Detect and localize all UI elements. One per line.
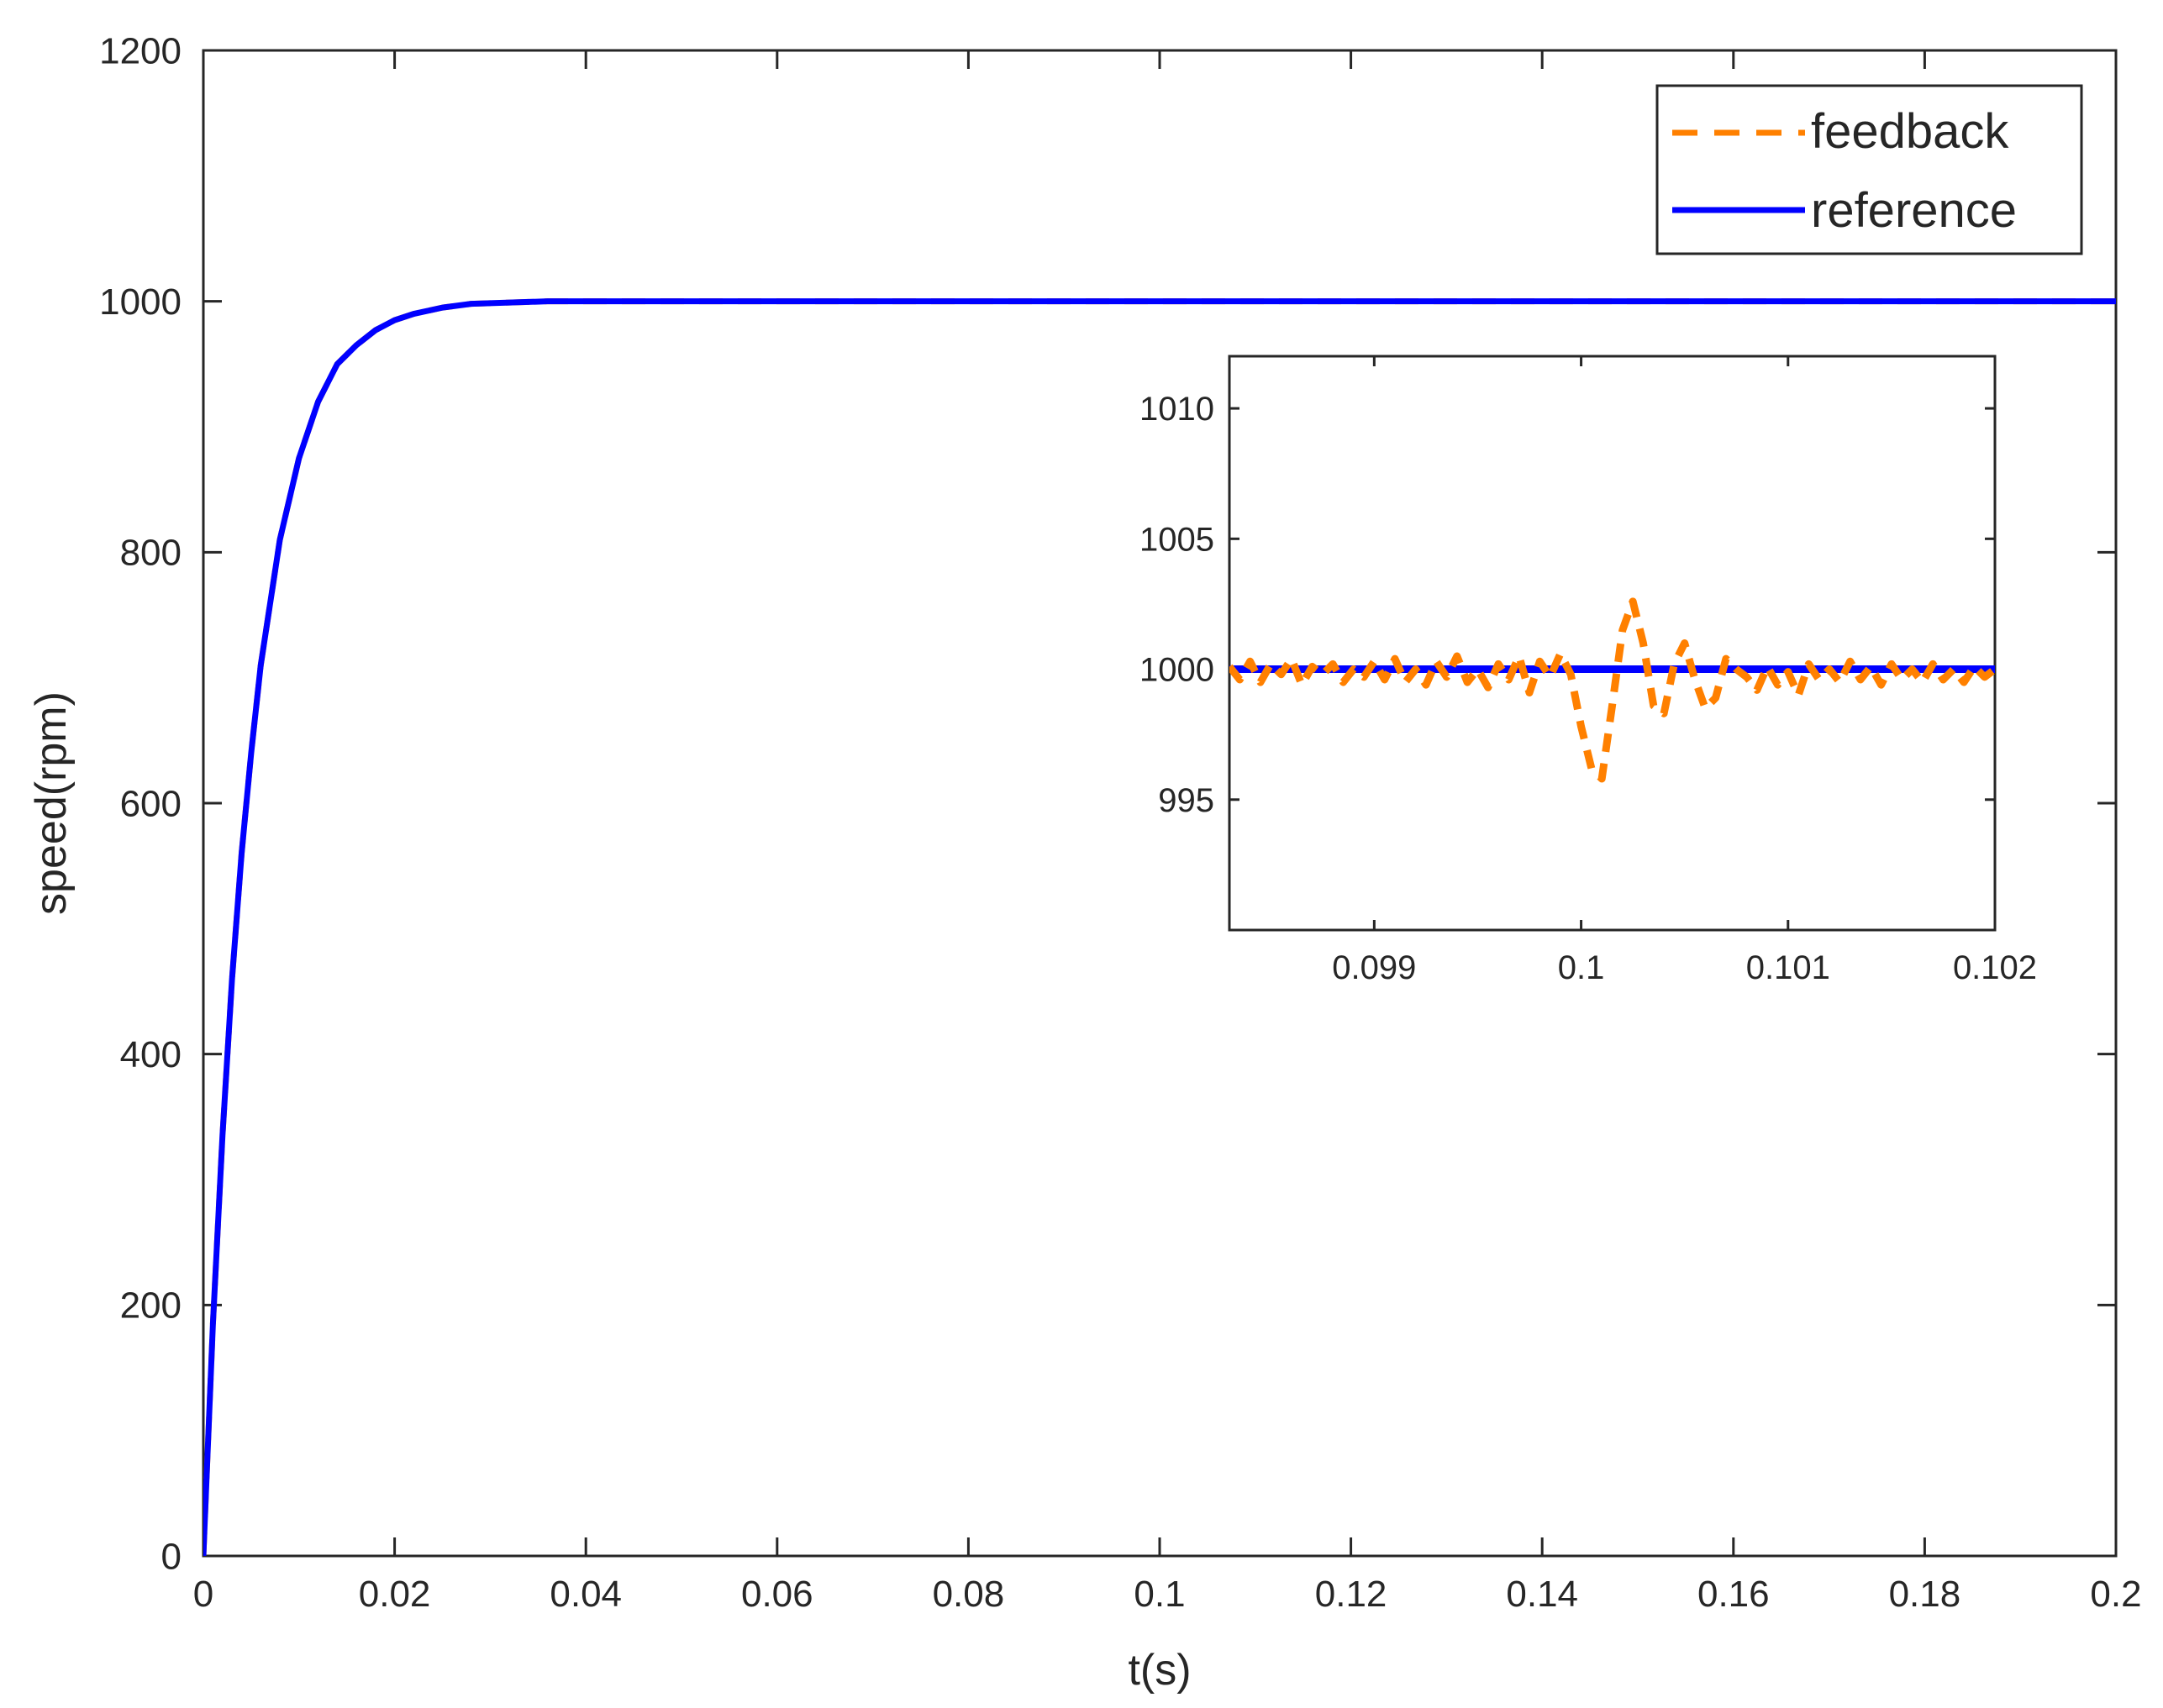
main-y-tick-label: 1200	[99, 30, 182, 71]
legend: feedback reference	[1655, 84, 2083, 255]
main-x-tick-label: 0.18	[1889, 1574, 1961, 1615]
inset-x-tick-label: 0.102	[1953, 949, 2037, 986]
inset-y-tick-label: 1010	[1139, 391, 1214, 428]
main-x-tick-label: 0.04	[550, 1574, 622, 1615]
inset-y-tick-label: 995	[1158, 782, 1214, 819]
inset-x-tick-label: 0.1	[1558, 949, 1605, 986]
inset-x-tick-label: 0.101	[1746, 949, 1830, 986]
inset-x-tick-label: 0.099	[1332, 949, 1416, 986]
main-y-tick-label: 0	[161, 1536, 182, 1577]
inset-y-tick-label: 1000	[1139, 652, 1214, 689]
main-y-tick-label: 800	[120, 533, 182, 574]
main-x-tick-label: 0.08	[933, 1574, 1005, 1615]
inset-y-tick-label: 1005	[1139, 521, 1214, 558]
main-x-tick-label: 0.14	[1506, 1574, 1578, 1615]
main-x-tick-label: 0.02	[359, 1574, 431, 1615]
main-y-tick-label: 1000	[99, 281, 182, 323]
legend-label-feedback: feedback	[1811, 104, 2009, 159]
inset-y-ticks: 995 1000 1005 1010	[1139, 391, 1995, 819]
main-x-ticks: 0 0.02 0.04 0.06 0.08 0.1 0.12 0.14 0.16 0.18 0.2	[193, 50, 2142, 1615]
main-series	[203, 298, 2116, 1556]
main-y-tick-label: 400	[120, 1034, 182, 1075]
main-x-tick-label: 0.2	[2090, 1574, 2141, 1615]
main-y-tick-label: 600	[120, 783, 182, 824]
inset-series	[1229, 597, 1995, 783]
inset-x-ticks: 0.099 0.1 0.101 0.102	[1332, 356, 2037, 986]
inset-plot-area	[1228, 355, 1997, 932]
main-x-tick-label: 0.06	[741, 1574, 813, 1615]
main-x-tick-label: 0.16	[1697, 1574, 1770, 1615]
main-y-ticks: 0 200 400 600 800 1000 1200	[99, 30, 2116, 1577]
y-axis-label: speed(rpm)	[27, 691, 76, 915]
main-y-tick-label: 200	[120, 1285, 182, 1327]
legend-label-reference: reference	[1811, 183, 2017, 238]
legend-box	[1655, 84, 2083, 255]
main-x-tick-label: 0.1	[1134, 1574, 1185, 1615]
main-x-tick-label: 0.12	[1315, 1574, 1387, 1615]
inset-axes: 0.099 0.1 0.101 0.102 995 1000 1005 1010	[1139, 355, 2037, 986]
main-series-reference	[203, 298, 2116, 1556]
inset-series-feedback	[1229, 597, 1995, 783]
x-axis-label: t(s)	[1128, 1646, 1191, 1695]
main-x-tick-label: 0	[193, 1574, 213, 1615]
